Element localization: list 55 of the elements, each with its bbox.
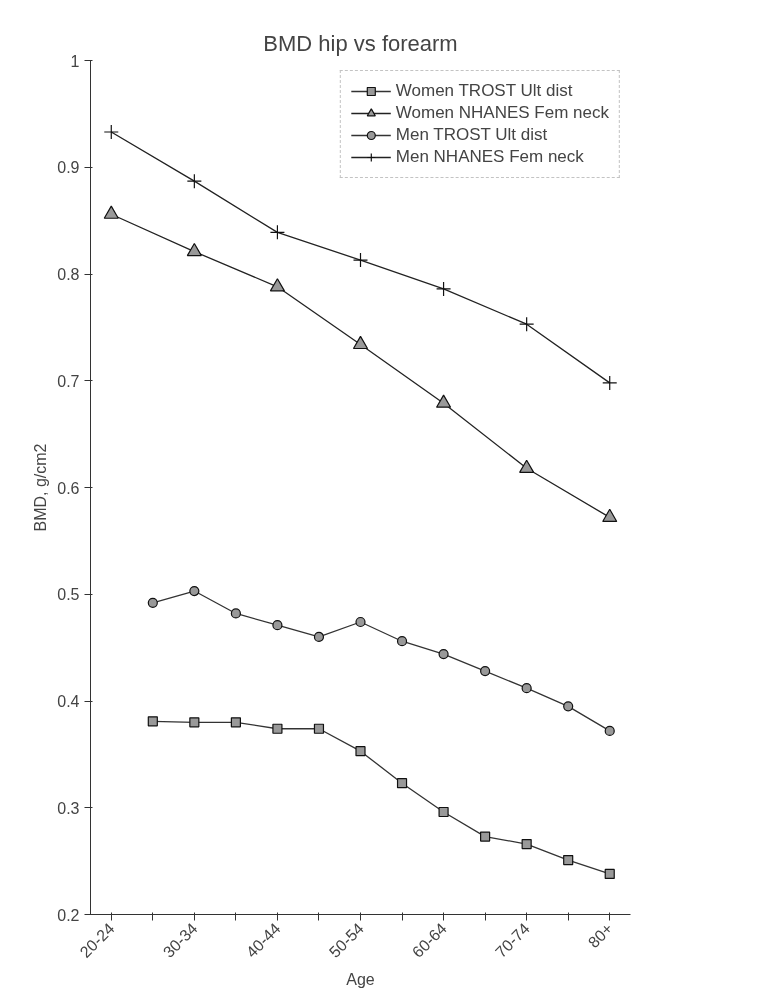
point [269, 278, 286, 292]
point [435, 281, 452, 297]
point [103, 205, 119, 219]
chart-title: BMD hip vs forearm [263, 30, 458, 56]
y-tick-label: 1 [70, 52, 80, 70]
point [602, 375, 618, 391]
x-axis-title: Age [346, 970, 375, 988]
point [519, 316, 535, 332]
point [435, 394, 452, 408]
point [313, 723, 325, 734]
point [189, 585, 200, 597]
point [355, 746, 366, 757]
point [230, 717, 241, 728]
x-tick-label: 80+ [584, 919, 617, 952]
point [604, 725, 615, 736]
point [563, 701, 574, 712]
point [186, 242, 202, 257]
point [103, 124, 119, 140]
y-tick-label: 0.6 [57, 479, 80, 497]
y-axis-title: BMD, g/cm2 [32, 443, 50, 532]
legend-label: Men NHANES Fem neck [395, 147, 584, 167]
point [313, 631, 325, 643]
legend-label: Men TROST Ult dist [395, 125, 548, 145]
point [147, 597, 158, 608]
y-tick-label: 0.9 [57, 159, 80, 177]
point [480, 666, 491, 677]
point [352, 252, 369, 268]
legend-label: Women NHANES Fem neck [395, 103, 609, 123]
point [147, 716, 158, 727]
y-tick-label: 0.3 [57, 799, 80, 817]
point [438, 648, 449, 660]
y-tick-label: 0.8 [57, 266, 80, 283]
y-tick-label: 0.4 [57, 693, 80, 710]
point [521, 683, 532, 694]
point [563, 854, 574, 866]
point [396, 778, 408, 789]
point [272, 723, 283, 734]
point [604, 868, 615, 880]
point [189, 717, 200, 728]
y-tick-label: 0.2 [57, 906, 80, 924]
legend-label: Women TROST Ult dist [395, 81, 573, 101]
point [438, 806, 449, 818]
point [602, 508, 618, 523]
point [230, 608, 241, 619]
point [269, 224, 286, 240]
point [186, 173, 202, 189]
point [480, 831, 491, 842]
point [272, 620, 283, 631]
point [396, 636, 408, 647]
point [352, 335, 369, 350]
point [519, 459, 535, 473]
y-tick-label: 0.5 [57, 586, 80, 604]
point [355, 616, 366, 628]
point [521, 838, 532, 850]
y-tick-label: 0.7 [57, 372, 80, 390]
